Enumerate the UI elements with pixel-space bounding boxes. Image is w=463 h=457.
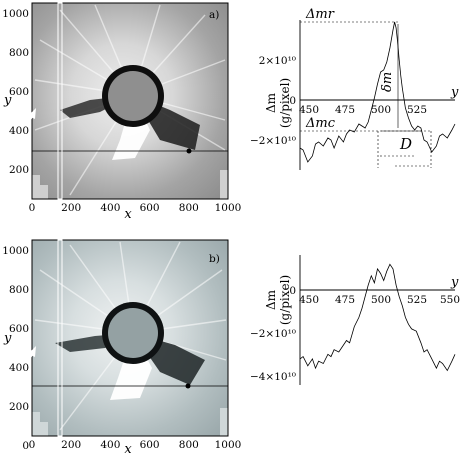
profile-a-xtick: 525 xyxy=(407,104,427,116)
profile-b-ylabel-top: Δm xyxy=(264,289,278,310)
profile-b-xtick: 525 xyxy=(407,294,427,306)
image-b-yticks: 1000 800 600 400 200 0 xyxy=(2,245,29,452)
image-a-ytick: 800 xyxy=(9,47,29,59)
image-b-xtick: 400 xyxy=(100,439,120,451)
image-b-frame xyxy=(31,239,229,437)
image-b-ylabel: y xyxy=(3,331,12,346)
delta-mr-label: Δmr xyxy=(305,7,335,22)
profile-a-ytick: 2×10¹⁰ xyxy=(259,55,296,67)
image-b-xlabel: x xyxy=(124,442,132,457)
profile-a-xtick: 475 xyxy=(335,104,355,116)
panel-b-label: b) xyxy=(209,253,220,265)
image-b-ytick: 800 xyxy=(9,284,29,296)
image-a-ytick: 1000 xyxy=(2,8,29,20)
image-b-xtick: 800 xyxy=(179,439,199,451)
occulter-a-disk xyxy=(108,71,158,121)
image-b-xtick: 1000 xyxy=(215,439,242,451)
profile-b-xtick: 475 xyxy=(335,294,355,306)
panel-a-profile: Δm (g/pixel) 2×10¹⁰ 0 −2×10¹⁰ 450 475 50… xyxy=(250,7,459,170)
arrow-a xyxy=(19,108,36,141)
image-b-xtick: 0 xyxy=(29,439,36,451)
image-a-xticks: 0 200 400 600 800 1000 xyxy=(29,202,242,214)
image-a-xtick: 0 xyxy=(29,202,36,214)
profile-a-ylabel-bottom: (g/pixel) xyxy=(278,78,292,128)
profile-a-xaxis-label: y xyxy=(450,85,459,100)
d-label: D xyxy=(399,135,412,153)
profile-a-ylabel: Δm (g/pixel) xyxy=(264,78,292,128)
profile-b-ylabel-bottom: (g/pixel) xyxy=(278,275,292,325)
image-b-ytick: 0 xyxy=(22,440,29,452)
image-b-ytick: 600 xyxy=(9,323,29,335)
image-a-ytick: 200 xyxy=(9,164,29,176)
image-a-frame xyxy=(31,2,229,200)
panel-b-axes: 0 200 400 600 800 1000 1000 800 600 400 … xyxy=(2,245,241,457)
profile-b-xtick: 500 xyxy=(371,294,391,306)
image-a-xtick: 600 xyxy=(140,202,160,214)
profile-b-xtick: 550 xyxy=(440,294,460,306)
panel-a-label: a) xyxy=(209,9,219,21)
arrow-b xyxy=(19,346,36,379)
profile-a-xtick: 450 xyxy=(299,104,319,116)
occulter-b-disk xyxy=(108,308,158,358)
delta-m-small-label: δm xyxy=(380,72,395,92)
profile-a-ytick: 0 xyxy=(289,95,296,107)
image-b-ytick: 1000 xyxy=(2,245,29,257)
panel-b-profile: Δm (g/pixel) 0 −2×10¹⁰ −4×10¹⁰ 450 475 5… xyxy=(250,255,460,385)
profile-a-annotations xyxy=(300,21,432,168)
image-a-ylabel: y xyxy=(3,93,12,108)
profile-b-yticks: 0 −2×10¹⁰ −4×10¹⁰ xyxy=(250,285,296,383)
profile-a-xticks: 450 475 500 525 xyxy=(299,104,427,116)
image-a-ytick: 400 xyxy=(9,125,29,137)
image-b-xticks: 0 200 400 600 800 1000 xyxy=(29,439,242,451)
panel-a-axes: 0 200 400 600 800 1000 1000 800 600 400 … xyxy=(2,8,241,222)
image-a-planet-dot xyxy=(186,148,192,154)
profile-b-ytick: 0 xyxy=(289,285,296,297)
image-a-xtick: 1000 xyxy=(215,202,242,214)
profile-a-series-line xyxy=(299,21,456,163)
image-b-xtick: 600 xyxy=(140,439,160,451)
profile-b-ytick: −2×10¹⁰ xyxy=(250,328,296,340)
profile-a-ylabel-top: Δm xyxy=(264,92,278,113)
profile-b-ytick: −4×10¹⁰ xyxy=(250,371,296,383)
image-a-xtick: 400 xyxy=(100,202,120,214)
profile-b-xtick: 450 xyxy=(299,294,319,306)
image-b-xtick: 200 xyxy=(61,439,81,451)
image-b-ytick: 400 xyxy=(9,362,29,374)
profile-a-ytick: −2×10¹⁰ xyxy=(250,135,296,147)
image-a-yticks: 1000 800 600 400 200 xyxy=(2,8,29,176)
profile-b-xticks: 450 475 500 525 550 xyxy=(299,294,460,306)
image-a-strip xyxy=(57,2,63,200)
profile-b-series-line xyxy=(299,263,456,372)
image-a-xtick: 800 xyxy=(179,202,199,214)
delta-mc-label: Δmc xyxy=(305,116,336,131)
profile-a-xtick: 500 xyxy=(371,104,391,116)
image-b-strip xyxy=(57,239,63,437)
profile-b-ylabel: Δm (g/pixel) xyxy=(264,275,292,325)
panel-b-image: b) xyxy=(19,239,229,437)
image-b-ytick: 200 xyxy=(9,401,29,413)
profile-a-yticks: 2×10¹⁰ 0 −2×10¹⁰ xyxy=(250,55,296,147)
image-b-planet-dot xyxy=(185,383,191,389)
image-a-xtick: 200 xyxy=(61,202,81,214)
image-a-ytick: 600 xyxy=(9,86,29,98)
panel-a-image: a) xyxy=(19,2,229,200)
image-a-xlabel: x xyxy=(124,207,132,222)
profile-b-xaxis-label: y xyxy=(450,275,459,290)
